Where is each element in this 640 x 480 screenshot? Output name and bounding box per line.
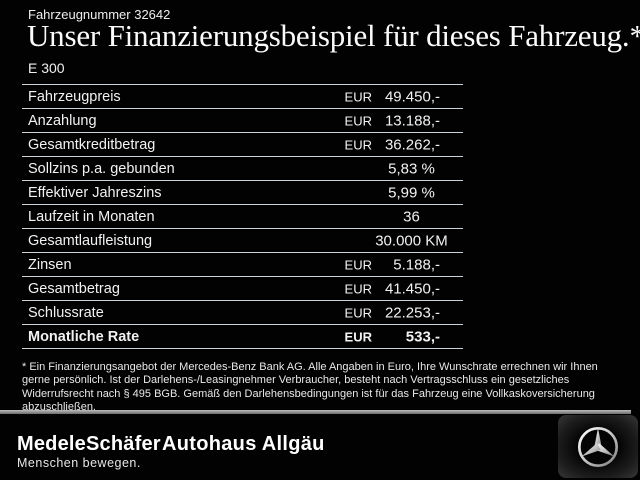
finance-table-row: Sollzins p.a. gebunden 5,83 %	[22, 157, 463, 181]
row-label: Schlussrate	[28, 304, 104, 321]
row-currency: EUR	[344, 113, 372, 128]
row-value: 49.450,-	[384, 88, 440, 105]
row-label: Anzahlung	[28, 112, 97, 129]
row-label: Gesamtkreditbetrag	[28, 136, 156, 153]
finance-table-row: Laufzeit in Monaten 36	[22, 205, 463, 229]
row-value: 30.000 KM	[375, 232, 448, 249]
finance-table-row: Schlussrate EUR 22.253,-	[22, 301, 463, 325]
row-label: Sollzins p.a. gebunden	[28, 160, 175, 177]
dealer-tagline: Menschen bewegen.	[17, 456, 141, 470]
page-title: Unser Finanzierungsbeispiel für dieses F…	[27, 18, 640, 53]
row-label: Laufzeit in Monaten	[28, 208, 155, 225]
row-value: 22.253,-	[384, 304, 440, 321]
row-currency: EUR	[344, 257, 372, 272]
row-label: Gesamtbetrag	[28, 280, 120, 297]
footer-divider	[0, 410, 631, 414]
row-value: 41.450,-	[384, 280, 440, 297]
row-currency: EUR	[344, 137, 372, 152]
finance-table-row: Gesamtkreditbetrag EUR 36.262,-	[22, 133, 463, 157]
row-label: Gesamtlaufleistung	[28, 232, 153, 249]
finance-table-row: Zinsen EUR 5.188,-	[22, 253, 463, 277]
row-value: 5.188,-	[393, 256, 440, 273]
row-label: Fahrzeugpreis	[28, 88, 121, 105]
row-currency: EUR	[344, 305, 372, 320]
finance-table-row: Effektiver Jahreszins 5,99 %	[22, 181, 463, 205]
footnote-text: * Ein Finanzierungsangebot der Mercedes-…	[22, 361, 598, 414]
row-value: 533,-	[405, 328, 440, 345]
row-label: Zinsen	[28, 256, 72, 273]
row-currency: EUR	[344, 89, 372, 104]
row-value: 5,83 %	[388, 160, 435, 177]
mercedes-star-logo	[558, 415, 638, 478]
row-currency: EUR	[344, 281, 372, 296]
footer: MedeleSchäfer Menschen bewegen. Autohaus…	[0, 414, 640, 480]
row-label: Monatliche Rate	[28, 328, 140, 345]
row-value: 13.188,-	[384, 112, 440, 129]
dealer-logo-medeleschaefer: MedeleSchäfer	[17, 433, 161, 455]
finance-table-row: Anzahlung EUR 13.188,-	[22, 109, 463, 133]
dealer-logo-autohaus-allgaeu: Autohaus Allgäu	[162, 433, 325, 455]
vehicle-model: E 300	[28, 60, 65, 76]
row-label: Effektiver Jahreszins	[28, 184, 162, 201]
row-value: 36	[403, 208, 420, 225]
row-value: 5,99 %	[388, 184, 435, 201]
row-value: 36.262,-	[384, 136, 440, 153]
finance-table-row: Gesamtlaufleistung 30.000 KM	[22, 229, 463, 253]
vehicle-number: Fahrzeugnummer 32642	[28, 7, 171, 22]
finance-table-row: Fahrzeugpreis EUR 49.450,-	[22, 85, 463, 109]
mercedes-star-icon	[577, 426, 619, 467]
finance-table: Fahrzeugpreis EUR 49.450,- Anzahlung EUR 13.1…	[22, 84, 463, 349]
finance-table-row: Monatliche Rate EUR 533,-	[22, 325, 463, 349]
finance-table-row: Gesamtbetrag EUR 41.450,-	[22, 277, 463, 301]
row-currency: EUR	[344, 329, 372, 344]
